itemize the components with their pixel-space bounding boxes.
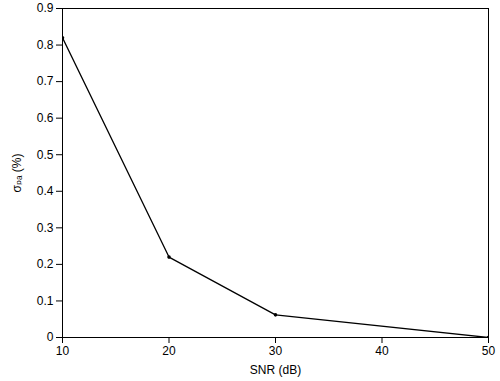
svg-text:0.5: 0.5 <box>37 148 54 162</box>
svg-text:10: 10 <box>56 344 70 358</box>
svg-text:0.9: 0.9 <box>37 1 54 15</box>
svg-text:0.6: 0.6 <box>37 111 54 125</box>
svg-text:50: 50 <box>482 344 496 358</box>
svg-text:0.1: 0.1 <box>37 294 54 308</box>
svg-text:SNR (dB): SNR (dB) <box>250 363 301 377</box>
svg-text:0.7: 0.7 <box>37 74 54 88</box>
svg-text:σₚₐ (%): σₚₐ (%) <box>10 153 24 192</box>
svg-text:30: 30 <box>269 344 283 358</box>
svg-text:0.4: 0.4 <box>37 184 54 198</box>
svg-text:0: 0 <box>47 330 54 344</box>
svg-text:0.3: 0.3 <box>37 221 54 235</box>
svg-text:40: 40 <box>375 344 389 358</box>
svg-text:0.2: 0.2 <box>37 257 54 271</box>
svg-text:0.8: 0.8 <box>37 38 54 52</box>
svg-text:20: 20 <box>162 344 176 358</box>
